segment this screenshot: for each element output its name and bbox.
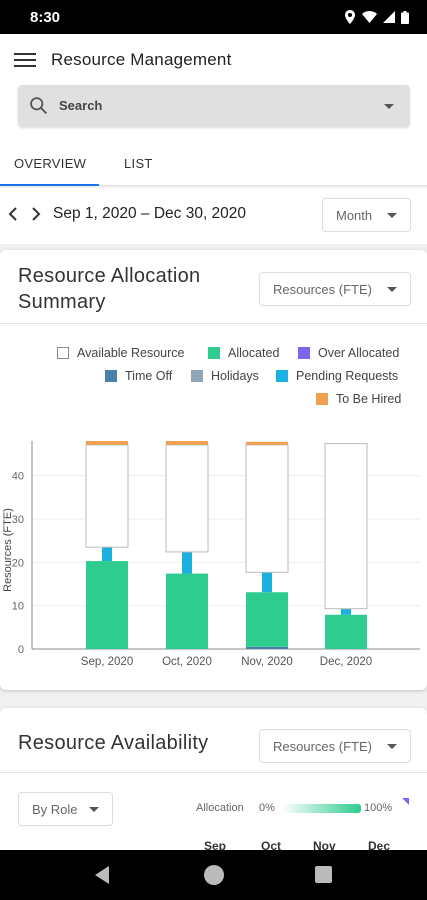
legend-item-available[interactable]: Available Resource (57, 346, 184, 360)
status-time: 8:30 (30, 8, 61, 26)
allocation-gradient (281, 804, 361, 813)
x-tick-label: Sep, 2020 (81, 656, 133, 668)
legend-item-time-off[interactable]: Time Off (105, 369, 172, 383)
chevron-down-icon (384, 104, 394, 109)
corner-indicator-icon (402, 798, 409, 805)
date-range-bar: Sep 1, 2020 – Dec 30, 2020 Month (0, 188, 427, 244)
status-icons (344, 10, 409, 24)
legend-item-to-be-hired[interactable]: To Be Hired (316, 392, 401, 406)
allocation-summary-card: Resource Allocation Summary Resources (F… (0, 250, 427, 690)
group-by-dropdown[interactable]: By Role (18, 792, 113, 826)
bar-segment (86, 561, 128, 649)
legend-swatch-pending (276, 370, 288, 382)
month-header: Nov (313, 839, 336, 853)
recent-apps-icon[interactable] (315, 866, 332, 883)
bar-segment (246, 592, 288, 647)
chevron-down-icon (89, 807, 99, 812)
system-nav-bar (0, 850, 427, 900)
wifi-icon (362, 11, 377, 23)
y-tick-label: 0 (18, 644, 24, 656)
legend-swatch-allocated (208, 347, 220, 359)
divider (0, 323, 427, 324)
allocation-scale-max: 100% (364, 802, 393, 814)
legend-swatch-time-off (105, 370, 117, 382)
bar-segment (165, 444, 209, 553)
date-range-label: Sep 1, 2020 – Dec 30, 2020 (53, 205, 247, 222)
period-dropdown-label: Month (336, 208, 373, 223)
allocation-scale-min: 0% (259, 802, 275, 814)
legend-item-allocated[interactable]: Allocated (208, 346, 279, 360)
chevron-down-icon (387, 744, 397, 749)
chevron-down-icon (387, 213, 397, 218)
month-header: Sep (204, 839, 227, 853)
bar-segment (182, 551, 192, 574)
home-icon[interactable] (204, 865, 224, 885)
month-header: Oct (261, 839, 282, 853)
y-axis-label: Resources (FTE) (2, 508, 14, 592)
legend-swatch-holidays (191, 370, 203, 382)
legend-swatch-available (57, 347, 69, 359)
y-tick-label: 20 (12, 557, 24, 569)
tab-overview[interactable]: OVERVIEW (14, 156, 87, 171)
month-header: Dec (368, 839, 391, 853)
bar-segment (86, 441, 128, 445)
bar-segment (262, 572, 272, 593)
bar-segment (245, 444, 289, 573)
bar-segment (324, 443, 368, 610)
bar-segment (102, 547, 112, 562)
group-by-label: By Role (32, 802, 78, 817)
divider (0, 772, 427, 773)
legend-swatch-to-be-hired (316, 393, 328, 405)
availability-unit-label: Resources (FTE) (273, 739, 372, 754)
bar-segment (85, 444, 129, 548)
bar-segment (246, 441, 288, 445)
bar-segment (166, 573, 208, 649)
allocation-unit-dropdown[interactable]: Resources (FTE) (259, 272, 411, 306)
active-tab-indicator (0, 184, 99, 186)
y-tick-label: 10 (12, 601, 24, 613)
previous-period-icon[interactable] (7, 206, 19, 222)
chevron-down-icon (387, 287, 397, 292)
availability-card-title: Resource Availability (18, 732, 209, 754)
legend-swatch-over-allocated (298, 347, 310, 359)
availability-unit-dropdown[interactable]: Resources (FTE) (259, 729, 411, 763)
bar-segment (325, 614, 367, 649)
allocation-scale-label: Allocation (196, 802, 244, 814)
status-bar: 8:30 (0, 0, 427, 34)
app-header: Resource Management Search OVERVIEW LIST (0, 34, 427, 186)
location-icon (345, 10, 355, 24)
tab-bar: OVERVIEW LIST (0, 144, 427, 186)
tab-list[interactable]: LIST (124, 156, 153, 171)
search-icon (30, 97, 48, 115)
bar-segment (246, 646, 288, 649)
bar-segment (341, 608, 351, 615)
search-label: Search (59, 98, 103, 113)
bar-segment (166, 441, 208, 445)
next-period-icon[interactable] (30, 206, 42, 222)
x-tick-label: Dec, 2020 (320, 656, 372, 668)
page-title: Resource Management (51, 50, 232, 69)
legend-item-over-allocated[interactable]: Over Allocated (298, 346, 399, 360)
back-icon[interactable] (95, 866, 109, 884)
allocation-unit-label: Resources (FTE) (273, 282, 372, 297)
allocation-chart: 0 10 20 30 40 Resources (FTE) Sep, 2020 Oct, 20… (2, 441, 420, 668)
menu-button[interactable] (14, 50, 36, 68)
x-tick-label: Oct, 2020 (162, 656, 212, 668)
y-tick-label: 30 (12, 514, 24, 526)
battery-icon (401, 10, 409, 24)
signal-icon (383, 11, 395, 23)
hamburger-icon (14, 53, 36, 55)
availability-card: Resource Availability Resources (FTE) By… (0, 708, 427, 858)
period-dropdown[interactable]: Month (322, 198, 411, 232)
search-input[interactable]: Search (18, 85, 410, 127)
x-tick-label: Nov, 2020 (241, 656, 293, 668)
y-tick-label: 40 (12, 471, 24, 483)
allocation-card-title: Resource Allocation Summary (18, 265, 201, 313)
legend-item-pending[interactable]: Pending Requests (276, 369, 398, 383)
legend-item-holidays[interactable]: Holidays (191, 369, 259, 383)
